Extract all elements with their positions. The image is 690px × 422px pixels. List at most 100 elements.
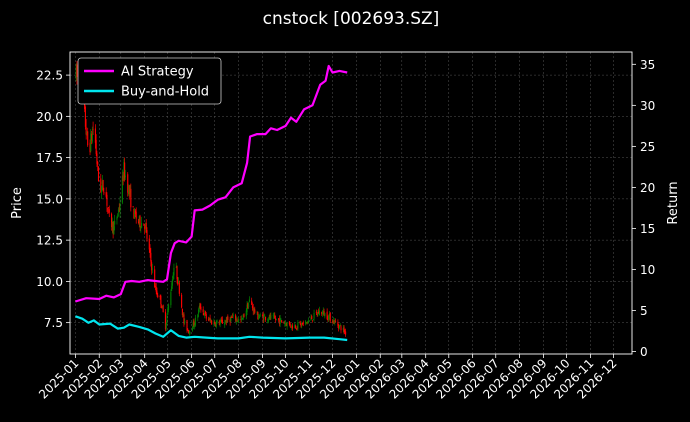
candle-body (204, 311, 207, 314)
candle-body (188, 329, 190, 334)
candle-body (161, 306, 163, 308)
candle-body (198, 309, 200, 314)
candle-body (270, 315, 272, 319)
candle-body (263, 315, 265, 320)
candle-body (138, 216, 140, 222)
candle-body (144, 226, 146, 229)
legend: AI Strategy Buy-and-Hold (77, 57, 222, 105)
candle-body (313, 312, 315, 319)
y2-tick-label: 20 (640, 181, 655, 195)
candle-body (187, 329, 189, 331)
candle-body (237, 320, 239, 322)
candle-body (144, 225, 146, 228)
candle-body (208, 318, 210, 321)
chart-title: cnstock [002693.SZ] (263, 9, 440, 29)
y-tick-label: 22.5 (36, 69, 63, 83)
candle-body (339, 325, 341, 326)
candle-body (301, 322, 304, 325)
candle-body (238, 318, 240, 322)
candle-body (316, 313, 318, 315)
candle-body (215, 321, 217, 327)
candle-body (94, 128, 96, 143)
candle-body (328, 314, 330, 317)
candle-body (242, 314, 244, 320)
candle-body (204, 312, 206, 316)
candle-body (121, 176, 123, 203)
candle-body (224, 320, 227, 323)
candle-body (306, 322, 308, 323)
candle-body (297, 322, 299, 329)
candle-body (307, 321, 309, 324)
candle-body (284, 323, 286, 324)
candle-body (216, 320, 218, 323)
candle-body (268, 315, 270, 319)
y-tick-label: 17.5 (36, 151, 63, 165)
candle-body (338, 324, 340, 329)
candle-body (248, 303, 250, 308)
candle-body (225, 319, 227, 323)
candle-body (245, 310, 247, 317)
candle-body (123, 162, 125, 180)
candle-body (278, 318, 280, 324)
candlesticks (75, 61, 347, 337)
candle-body (135, 211, 137, 219)
candle-body (312, 319, 314, 321)
candle-body (278, 318, 280, 320)
candle-body (329, 312, 331, 322)
candle-body (197, 314, 199, 318)
candle-body (213, 321, 215, 325)
candle-body (102, 179, 104, 190)
candle-body (137, 219, 140, 224)
candle-body (205, 314, 207, 319)
y2-tick-label: 30 (640, 99, 655, 113)
candle-body (189, 331, 191, 333)
candle-body (295, 328, 297, 330)
candle-body (224, 322, 226, 325)
candle-body (322, 310, 324, 314)
candle-body (246, 304, 248, 313)
candle-body (300, 323, 302, 327)
candle-body (127, 186, 130, 195)
candle-body (335, 321, 337, 323)
candle-body (231, 316, 233, 318)
candle-body (97, 167, 100, 182)
candle-body (111, 221, 113, 230)
candle-body (326, 311, 328, 320)
candle-body (159, 296, 161, 297)
candle-body (111, 213, 113, 228)
y-axis-label: Price (10, 187, 25, 219)
candle-body (170, 292, 172, 306)
candle-body (267, 319, 269, 322)
candle-body (296, 327, 298, 328)
candle-body (285, 324, 287, 326)
candle-body (236, 319, 238, 321)
candle-body (229, 319, 231, 323)
candle-body (202, 309, 204, 313)
candle-body (240, 319, 242, 320)
candle-body (214, 322, 216, 324)
candle-body (101, 181, 103, 185)
candle-body (295, 325, 297, 328)
candle-body (122, 175, 124, 182)
candle-body (331, 321, 334, 323)
candle-body (290, 326, 292, 328)
y2-tick-label: 5 (640, 304, 648, 318)
y2-tick-label: 15 (640, 222, 655, 236)
y-tick-label: 20.0 (36, 110, 63, 124)
candle-body (232, 314, 234, 317)
candle-body (191, 328, 193, 331)
candle-body (286, 322, 288, 327)
candle-body (193, 320, 195, 326)
y2-tick-label: 25 (640, 140, 655, 154)
candle-body (311, 316, 313, 320)
candle-body (208, 318, 210, 320)
candle-body (251, 300, 253, 305)
candle-body (342, 327, 344, 330)
candle-body (97, 162, 99, 165)
candle-body (261, 315, 264, 316)
candle-body (85, 127, 87, 135)
candle-body (288, 321, 290, 325)
candle-body (165, 323, 167, 329)
candle-body (129, 191, 131, 193)
candle-body (92, 129, 94, 130)
